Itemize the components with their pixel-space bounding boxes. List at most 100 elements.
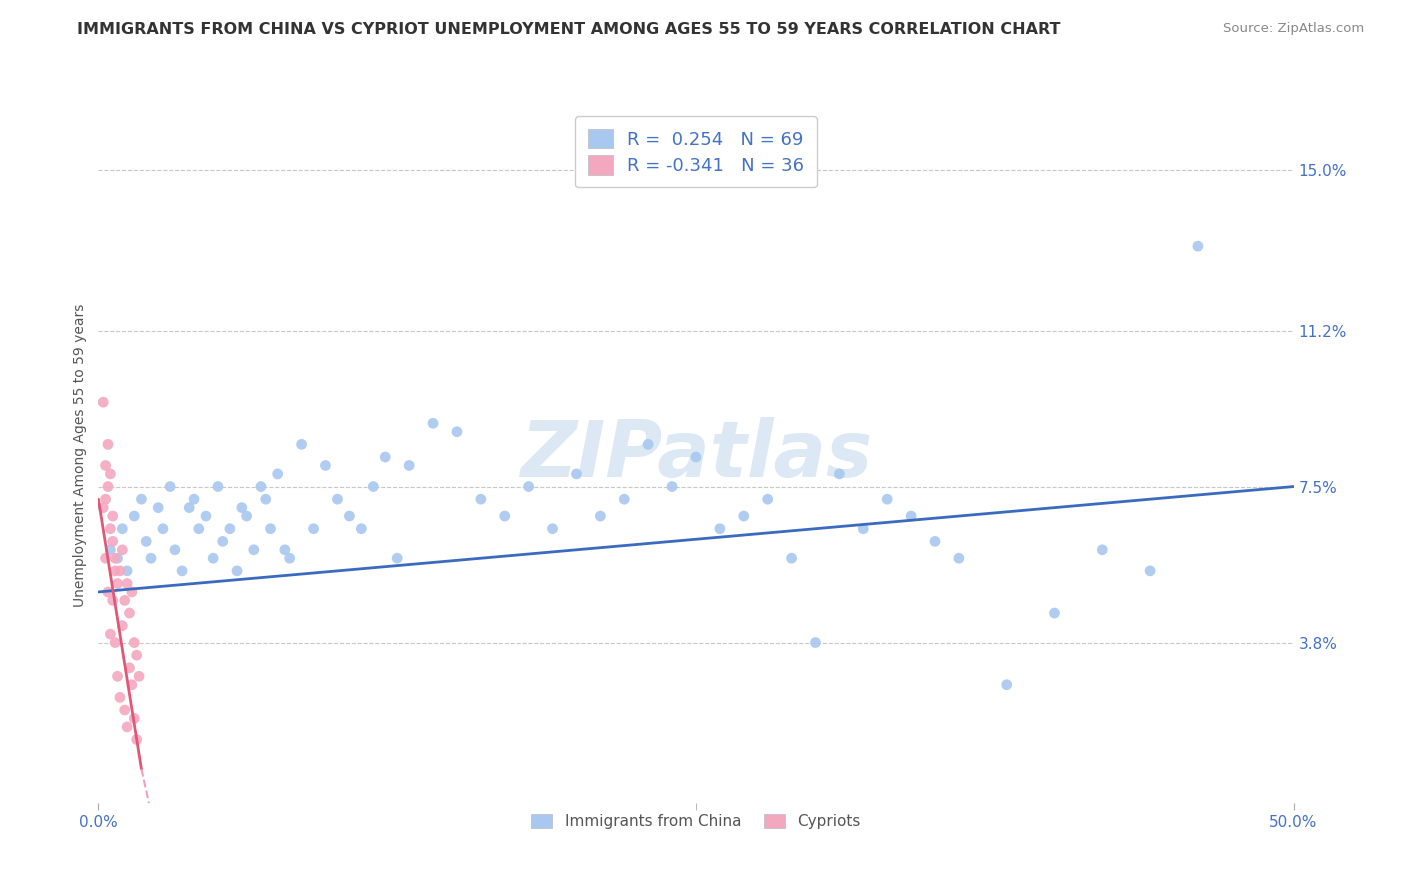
Point	[101, 509, 124, 524]
Point	[243, 542, 266, 557]
Point	[135, 534, 157, 549]
Point	[780, 551, 803, 566]
Point	[121, 585, 143, 599]
Point	[517, 479, 540, 493]
Point	[231, 500, 253, 515]
Point	[183, 492, 205, 507]
Point	[900, 509, 922, 524]
Point	[733, 509, 755, 524]
Point	[302, 522, 325, 536]
Point	[267, 467, 290, 481]
Point	[94, 492, 117, 507]
Point	[131, 492, 153, 507]
Point	[104, 551, 127, 566]
Point	[114, 593, 136, 607]
Point	[1043, 606, 1066, 620]
Point	[124, 711, 146, 725]
Point	[219, 522, 242, 536]
Point	[115, 720, 138, 734]
Point	[211, 534, 233, 549]
Point	[98, 467, 122, 481]
Point	[565, 467, 588, 481]
Point	[326, 492, 349, 507]
Y-axis label: Unemployment Among Ages 55 to 59 years: Unemployment Among Ages 55 to 59 years	[73, 303, 87, 607]
Legend: Immigrants from China, Cypriots: Immigrants from China, Cypriots	[523, 806, 869, 837]
Point	[104, 635, 127, 649]
Point	[226, 564, 249, 578]
Point	[172, 564, 194, 578]
Point	[101, 593, 124, 607]
Point	[94, 551, 117, 566]
Point	[124, 509, 146, 524]
Point	[107, 551, 129, 566]
Point	[128, 669, 150, 683]
Point	[139, 551, 162, 566]
Point	[315, 458, 337, 473]
Point	[876, 492, 898, 507]
Point	[363, 479, 385, 493]
Point	[541, 522, 564, 536]
Point	[278, 551, 301, 566]
Point	[98, 522, 122, 536]
Text: IMMIGRANTS FROM CHINA VS CYPRIOT UNEMPLOYMENT AMONG AGES 55 TO 59 YEARS CORRELAT: IMMIGRANTS FROM CHINA VS CYPRIOT UNEMPLO…	[77, 22, 1062, 37]
Point	[94, 458, 117, 473]
Point	[924, 534, 946, 549]
Point	[374, 450, 396, 464]
Point	[1139, 564, 1161, 578]
Point	[115, 576, 138, 591]
Point	[91, 395, 114, 409]
Point	[111, 542, 134, 557]
Point	[350, 522, 373, 536]
Point	[195, 509, 218, 524]
Point	[104, 564, 127, 578]
Point	[804, 635, 827, 649]
Point	[98, 542, 122, 557]
Point	[259, 522, 281, 536]
Point	[97, 479, 120, 493]
Point	[339, 509, 361, 524]
Point	[685, 450, 707, 464]
Text: Source: ZipAtlas.com: Source: ZipAtlas.com	[1223, 22, 1364, 36]
Point	[159, 479, 181, 493]
Text: ZIPatlas: ZIPatlas	[520, 417, 872, 493]
Point	[118, 606, 141, 620]
Point	[114, 703, 136, 717]
Point	[148, 500, 170, 515]
Point	[163, 542, 186, 557]
Point	[179, 500, 201, 515]
Point	[111, 618, 134, 632]
Point	[1091, 542, 1114, 557]
Point	[828, 467, 851, 481]
Point	[446, 425, 468, 439]
Point	[274, 542, 297, 557]
Point	[470, 492, 492, 507]
Point	[187, 522, 209, 536]
Point	[709, 522, 731, 536]
Point	[494, 509, 516, 524]
Point	[124, 635, 146, 649]
Point	[101, 534, 124, 549]
Point	[637, 437, 659, 451]
Point	[108, 690, 131, 705]
Point	[613, 492, 636, 507]
Point	[107, 669, 129, 683]
Point	[202, 551, 225, 566]
Point	[250, 479, 273, 493]
Point	[115, 564, 138, 578]
Point	[661, 479, 683, 493]
Point	[111, 522, 134, 536]
Point	[422, 417, 444, 431]
Point	[118, 661, 141, 675]
Point	[589, 509, 612, 524]
Point	[91, 500, 114, 515]
Point	[291, 437, 314, 451]
Point	[152, 522, 174, 536]
Point	[107, 576, 129, 591]
Point	[254, 492, 277, 507]
Point	[995, 678, 1018, 692]
Point	[398, 458, 420, 473]
Point	[125, 732, 148, 747]
Point	[97, 585, 120, 599]
Point	[1187, 239, 1209, 253]
Point	[207, 479, 229, 493]
